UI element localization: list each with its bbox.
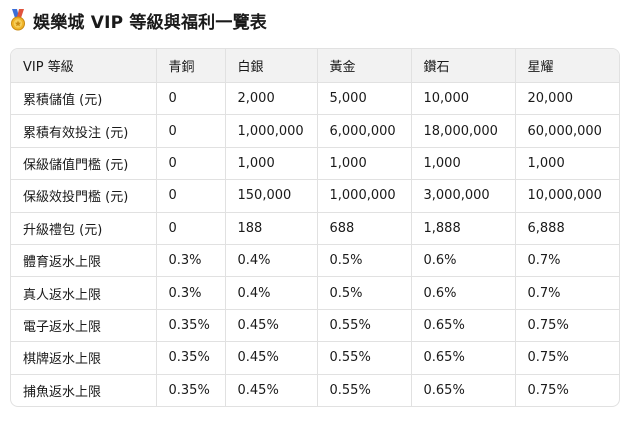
title-row: 娛樂城 VIP 等級與福利一覽表 xyxy=(9,6,267,34)
vip-table-container: VIP 等級 青銅 白銀 黃金 鑽石 星耀 累積儲值 (元) 0 2,000 5… xyxy=(10,48,620,407)
table-cell: 0.3% xyxy=(156,244,226,278)
header-star: 星耀 xyxy=(515,49,619,83)
table-cell: 188 xyxy=(225,212,318,245)
table-cell: 0.75% xyxy=(515,309,619,343)
table-cell: 1,000 xyxy=(317,147,412,181)
table-cell: 0.4% xyxy=(225,244,318,278)
table-cell: 1,000 xyxy=(411,147,516,181)
table-cell: 2,000 xyxy=(225,82,318,116)
vip-table: VIP 等級 青銅 白銀 黃金 鑽石 星耀 累積儲值 (元) 0 2,000 5… xyxy=(11,49,619,406)
row-label: 保級效投門檻 (元) xyxy=(11,179,157,213)
row-label: 真人返水上限 xyxy=(11,276,157,310)
table-cell: 0.35% xyxy=(156,341,226,375)
table-cell: 0.65% xyxy=(411,341,516,375)
table-cell: 0.7% xyxy=(515,276,619,310)
table-cell: 0.6% xyxy=(411,244,516,278)
header-bronze: 青銅 xyxy=(156,49,226,83)
table-cell: 0 xyxy=(156,147,226,181)
header-vip-level: VIP 等級 xyxy=(11,49,157,83)
table-cell: 6,000,000 xyxy=(317,114,412,148)
page-title: 娛樂城 VIP 等級與福利一覽表 xyxy=(33,12,267,33)
table-cell: 0.35% xyxy=(156,374,226,406)
table-cell: 0.45% xyxy=(225,341,318,375)
table-cell: 1,000 xyxy=(225,147,318,181)
table-row: 累積有效投注 (元) 0 1,000,000 6,000,000 18,000,… xyxy=(11,114,619,148)
table-cell: 5,000 xyxy=(317,82,412,116)
table-row: 升級禮包 (元) 0 188 688 1,888 6,888 xyxy=(11,212,619,245)
table-cell: 0.65% xyxy=(411,309,516,343)
medal-icon xyxy=(9,9,27,31)
table-cell: 1,000,000 xyxy=(317,179,412,213)
table-row: 真人返水上限 0.3% 0.4% 0.5% 0.6% 0.7% xyxy=(11,276,619,310)
table-row: 保級儲值門檻 (元) 0 1,000 1,000 1,000 1,000 xyxy=(11,147,619,181)
table-cell: 0.5% xyxy=(317,244,412,278)
table-row: 保級效投門檻 (元) 0 150,000 1,000,000 3,000,000… xyxy=(11,179,619,213)
table-cell: 0.55% xyxy=(317,309,412,343)
table-cell: 6,888 xyxy=(515,212,619,245)
table-cell: 0.75% xyxy=(527,382,569,398)
table-cell: 688 xyxy=(317,212,412,245)
row-label: 體育返水上限 xyxy=(11,244,157,278)
table-cell: 1,888 xyxy=(411,212,516,245)
table-cell: 1,000,000 xyxy=(225,114,318,148)
table-cell: 0.55% xyxy=(317,374,412,406)
table-cell: 0 xyxy=(156,179,226,213)
row-label: 保級儲值門檻 (元) xyxy=(11,147,157,181)
table-cell: 0.75% xyxy=(515,341,619,375)
table-cell: 60,000,000 xyxy=(515,114,619,148)
table-cell: 0.35% xyxy=(156,309,226,343)
table-header-row: VIP 等級 青銅 白銀 黃金 鑽石 星耀 xyxy=(11,49,619,83)
table-cell: 10,000,000 xyxy=(515,179,619,213)
table-cell: 0.65% xyxy=(411,374,516,406)
header-silver: 白銀 xyxy=(225,49,318,83)
table-cell: 20,000 xyxy=(515,82,619,116)
table-cell: 0.45% xyxy=(225,309,318,343)
table-row: 棋牌返水上限 0.35% 0.45% 0.55% 0.65% 0.75% xyxy=(11,341,619,375)
table-row: 捕魚返水上限 0.35% 0.45% 0.55% 0.65% 0.75% xyxy=(11,374,619,406)
table-cell: 0.45% xyxy=(225,374,318,406)
table-cell: 0.5% xyxy=(317,276,412,310)
table-cell: 10,000 xyxy=(411,82,516,116)
row-label: 捕魚返水上限 xyxy=(11,374,157,406)
row-label: 電子返水上限 xyxy=(11,309,157,343)
table-cell: 0.3% xyxy=(156,276,226,310)
table-cell: 0 xyxy=(156,114,226,148)
table-cell: 0.55% xyxy=(317,341,412,375)
table-row: 累積儲值 (元) 0 2,000 5,000 10,000 20,000 xyxy=(11,82,619,116)
header-gold: 黃金 xyxy=(317,49,412,83)
table-cell: 0.4% xyxy=(225,276,318,310)
table-cell: 18,000,000 xyxy=(411,114,516,148)
row-label: 棋牌返水上限 xyxy=(11,341,157,375)
table-row: 電子返水上限 0.35% 0.45% 0.55% 0.65% 0.75% xyxy=(11,309,619,343)
row-label: 累積有效投注 (元) xyxy=(11,114,157,148)
row-label: 累積儲值 (元) xyxy=(11,82,157,116)
table-cell: 1,000 xyxy=(515,147,619,181)
table-cell: 0.7% xyxy=(515,244,619,278)
row-label: 升級禮包 (元) xyxy=(11,212,157,245)
table-row: 體育返水上限 0.3% 0.4% 0.5% 0.6% 0.7% xyxy=(11,244,619,278)
table-cell: 3,000,000 xyxy=(411,179,516,213)
table-cell: 0 xyxy=(156,212,226,245)
table-cell: 0 xyxy=(156,82,226,116)
table-cell: 150,000 xyxy=(225,179,318,213)
header-diamond: 鑽石 xyxy=(411,49,516,83)
table-cell: 0.6% xyxy=(411,276,516,310)
